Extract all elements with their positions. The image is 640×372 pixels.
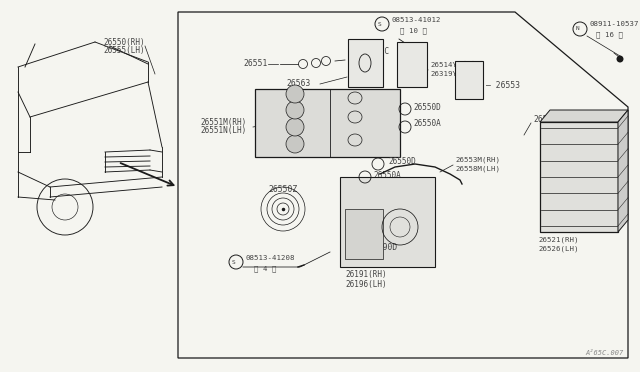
Bar: [348, 39, 383, 87]
Text: 26550A: 26550A: [413, 119, 441, 128]
Text: 26514Y(RH): 26514Y(RH): [430, 62, 475, 68]
Text: 08911-10537: 08911-10537: [589, 21, 639, 27]
Text: 26550A: 26550A: [373, 171, 401, 180]
Bar: [340, 177, 435, 267]
Text: 26551N(LH): 26551N(LH): [200, 126, 246, 135]
Text: S: S: [378, 22, 382, 26]
Bar: [345, 209, 383, 259]
Text: 26550Z: 26550Z: [268, 185, 297, 193]
Text: 08513-41208: 08513-41208: [246, 255, 296, 261]
Text: 26563: 26563: [286, 80, 310, 89]
Text: 26558M(LH): 26558M(LH): [455, 166, 500, 172]
Text: 26550C: 26550C: [360, 48, 389, 57]
Text: 26526(LH): 26526(LH): [538, 246, 579, 252]
Circle shape: [286, 85, 304, 103]
Text: 〈 4 〉: 〈 4 〉: [254, 266, 276, 272]
Bar: [255, 89, 400, 157]
Text: 26550D: 26550D: [388, 157, 416, 167]
Text: 〈 10 〉: 〈 10 〉: [400, 28, 427, 34]
Text: 26191(RH): 26191(RH): [345, 270, 387, 279]
Text: 26196(LH): 26196(LH): [345, 279, 387, 289]
Circle shape: [616, 55, 623, 62]
Text: 26521(RH): 26521(RH): [538, 237, 579, 243]
Circle shape: [286, 118, 304, 136]
Text: 26532: 26532: [533, 115, 557, 125]
Bar: [455, 61, 483, 99]
Bar: [397, 42, 427, 87]
Text: 26551M(RH): 26551M(RH): [200, 118, 246, 126]
Text: S: S: [232, 260, 236, 264]
Text: 〈 16 〉: 〈 16 〉: [596, 32, 623, 38]
Polygon shape: [618, 110, 628, 232]
Text: A²65C.007: A²65C.007: [586, 350, 624, 356]
Text: 08513-41012: 08513-41012: [391, 17, 440, 23]
Text: 26555(LH): 26555(LH): [103, 45, 145, 55]
Text: 26190D: 26190D: [368, 243, 397, 251]
Text: 26553M(RH): 26553M(RH): [455, 157, 500, 163]
Circle shape: [286, 101, 304, 119]
Text: 26550(RH): 26550(RH): [103, 38, 145, 46]
Bar: [540, 122, 618, 232]
Text: — 26553: — 26553: [486, 81, 520, 90]
Circle shape: [286, 135, 304, 153]
Text: N: N: [576, 26, 580, 32]
Text: 26550D: 26550D: [413, 103, 441, 112]
Polygon shape: [540, 110, 628, 122]
Text: 26551: 26551: [243, 60, 268, 68]
Text: 26319Y(LH): 26319Y(LH): [430, 71, 475, 77]
